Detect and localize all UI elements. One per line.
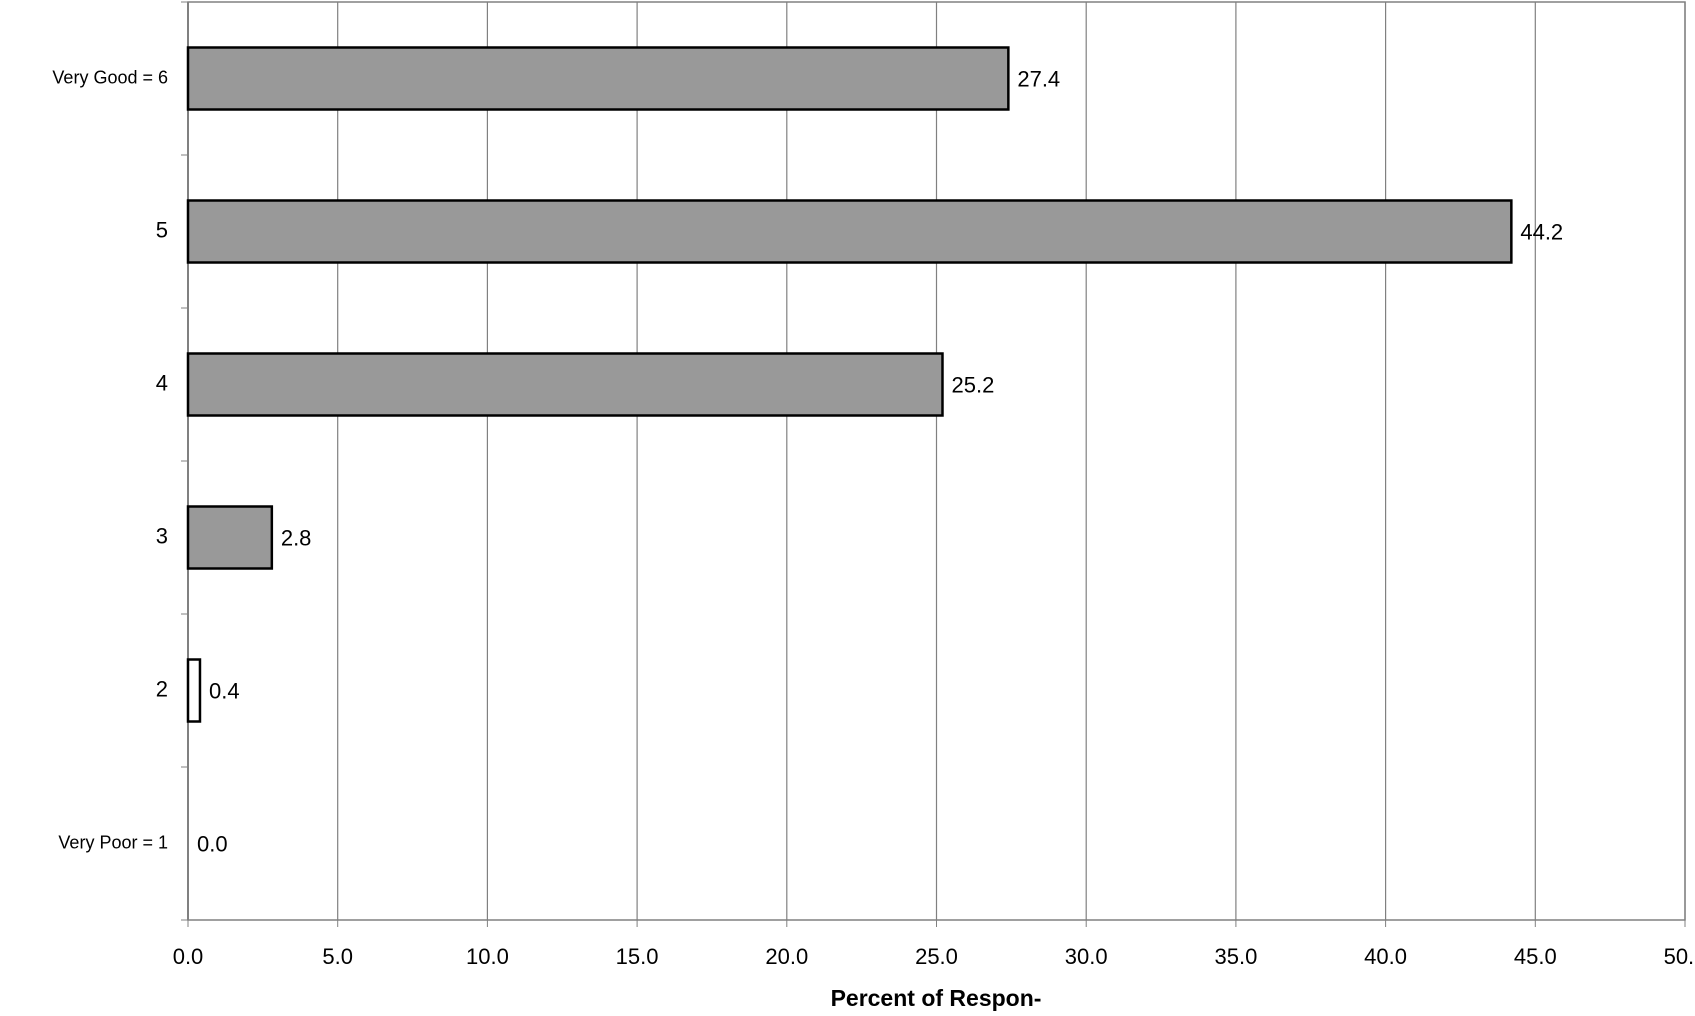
x-tick-label: 35.0 [1214, 944, 1257, 969]
y-tick-label: 3 [156, 523, 168, 548]
value-label: 0.0 [197, 831, 228, 856]
x-tick-label: 20.0 [765, 944, 808, 969]
x-tick-label: 0.0 [173, 944, 204, 969]
x-tick-label: 5.0 [322, 944, 353, 969]
y-tick-label: 5 [156, 217, 168, 242]
x-tick-label: 40.0 [1364, 944, 1407, 969]
bar [186, 46, 1010, 111]
value-label: 44.2 [1520, 219, 1563, 244]
y-tick-label: 2 [156, 676, 168, 701]
value-label: 2.8 [281, 525, 312, 550]
y-tick-label: Very Poor = 1 [58, 832, 168, 852]
y-tick-label: Very Good = 6 [52, 67, 168, 87]
y-tick-label: 4 [156, 370, 168, 395]
bar [186, 352, 944, 417]
x-tick-label: 25.0 [915, 944, 958, 969]
x-tick-label: 15.0 [616, 944, 659, 969]
bar [186, 658, 202, 723]
x-tick-label: 50.0 [1664, 944, 1695, 969]
value-label: 0.4 [209, 678, 240, 703]
x-axis-title: Percent of Respon- [831, 985, 1042, 1011]
x-tick-label: 30.0 [1065, 944, 1108, 969]
value-label: 25.2 [951, 372, 994, 397]
x-tick-label: 10.0 [466, 944, 509, 969]
bar [186, 505, 274, 570]
x-tick-label: 45.0 [1514, 944, 1557, 969]
value-label: 27.4 [1017, 66, 1060, 91]
bar [186, 199, 1513, 264]
